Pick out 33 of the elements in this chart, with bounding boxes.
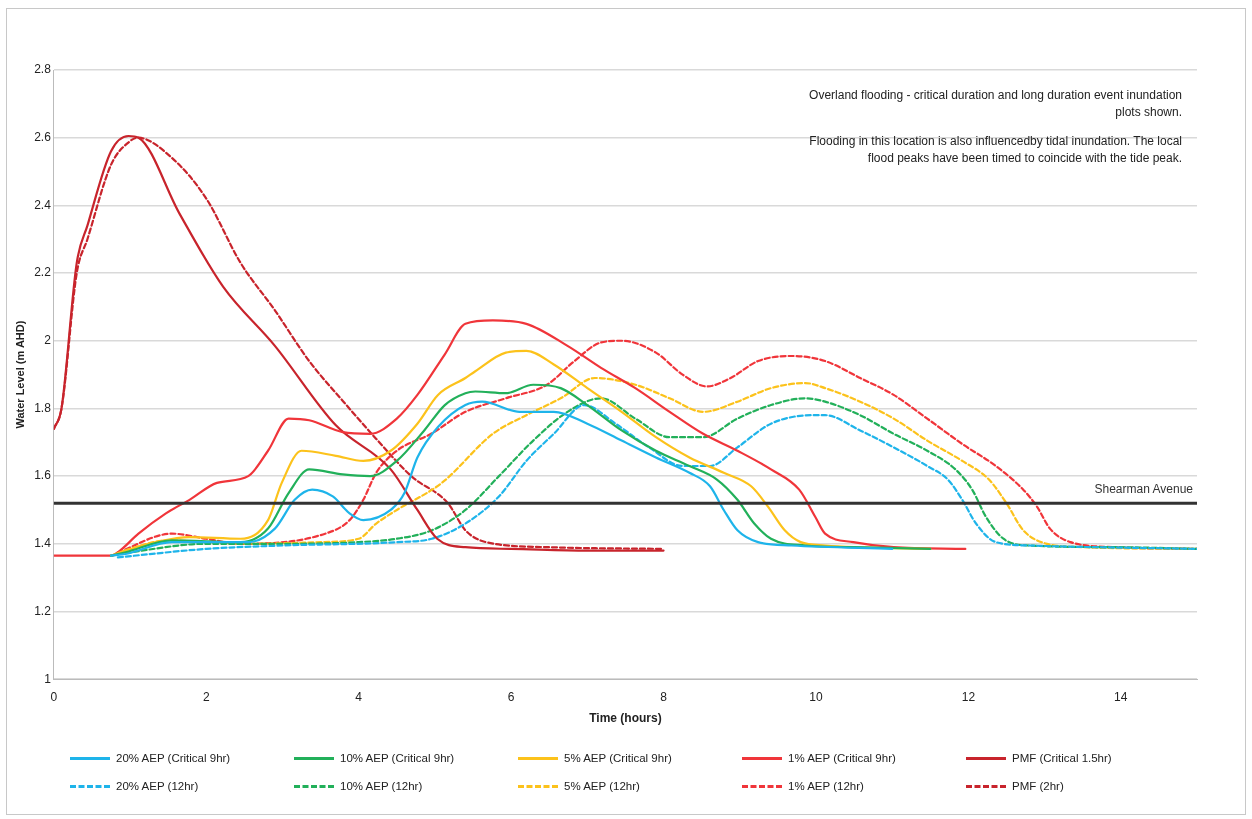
y-tick-label: 2 (44, 333, 52, 348)
x-tick-label: 6 (507, 689, 515, 704)
y-tick-label: 2.8 (34, 62, 52, 77)
x-tick-label: 2 (202, 689, 210, 704)
y-tick-label: 1.6 (34, 468, 52, 483)
annotation: Flooding in this location is also influencedby tidal inundation. The local flood peaks have been timed to coincide with the tide peak. (809, 134, 1182, 166)
x-tick-label: 4 (355, 689, 363, 704)
legend-label: 10% AEP (Critical 9hr) (340, 752, 455, 764)
legend-label: 5% AEP (12hr) (564, 780, 640, 792)
x-tick-label: 10 (809, 689, 823, 704)
legend-label: 20% AEP (Critical 9hr) (116, 752, 231, 764)
legend-label: 5% AEP (Critical 9hr) (564, 752, 672, 764)
legend-label: 20% AEP (12hr) (116, 780, 199, 792)
x-tick-label: 0 (50, 689, 58, 704)
legend-label: 1% AEP (Critical 9hr) (788, 752, 896, 764)
y-tick-label: 1 (44, 671, 52, 686)
x-tick-label: 8 (660, 689, 668, 704)
y-tick-label: 1.4 (34, 536, 52, 551)
legend-label: PMF (Critical 1.5hr) (1012, 752, 1112, 764)
x-axis-title: Time (hours) (589, 711, 662, 726)
y-tick-label: 2.4 (34, 197, 52, 212)
y-tick-label: 2.6 (34, 130, 52, 144)
legend-label: PMF (2hr) (1012, 780, 1064, 792)
y-tick-label: 1.8 (34, 400, 52, 415)
ref-line-label: Shearman Avenue (1094, 481, 1194, 496)
y-tick-label: 2.2 (34, 265, 52, 280)
annotation: Overland flooding - critical duration and long duration event inundation plots shown. (809, 88, 1182, 120)
legend-label: 10% AEP (12hr) (340, 780, 423, 792)
x-tick-label: 12 (961, 689, 976, 704)
y-tick-label: 1.2 (34, 603, 52, 618)
y-axis-title: Water Level (m AHD) (13, 320, 26, 429)
legend-label: 1% AEP (12hr) (788, 780, 864, 792)
x-tick-label: 14 (1114, 689, 1128, 704)
